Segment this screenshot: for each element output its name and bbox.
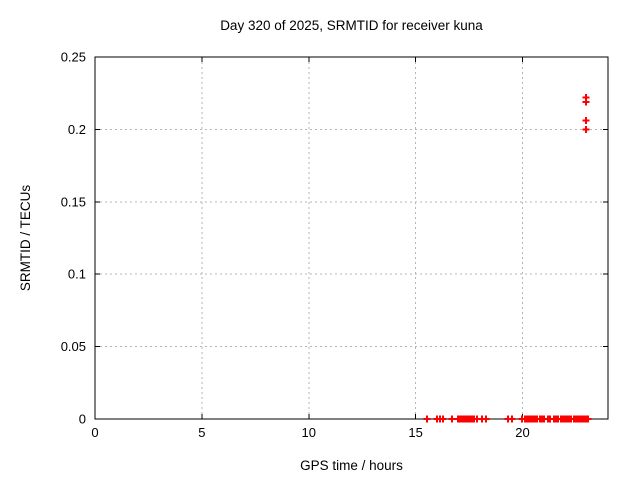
y-tick-label: 0.25 [61, 50, 86, 65]
chart-title: Day 320 of 2025, SRMTID for receiver kun… [220, 18, 483, 33]
x-tick-label: 10 [302, 425, 316, 440]
y-tick-label: 0.1 [68, 267, 86, 282]
plot-border [94, 56, 609, 420]
data-point [582, 117, 590, 125]
data-point [423, 415, 431, 423]
data-point [508, 415, 516, 423]
x-tick-label: 15 [408, 425, 422, 440]
data-point [582, 94, 590, 102]
data-point [582, 125, 590, 133]
x-axis-label: GPS time / hours [300, 458, 403, 473]
data-point [439, 415, 447, 423]
x-tick-label: 0 [91, 425, 98, 440]
data-point [448, 415, 456, 423]
data-point [584, 415, 592, 423]
y-tick-label: 0 [79, 412, 86, 427]
y-tick-label: 0.05 [61, 339, 86, 354]
data-point [482, 415, 490, 423]
y-axis-label: SRMTID / TECUs [18, 185, 33, 292]
y-tick-label: 0.2 [68, 122, 86, 137]
x-tick-label: 20 [515, 425, 529, 440]
x-tick-label: 5 [198, 425, 205, 440]
y-tick-label: 0.15 [61, 194, 86, 209]
